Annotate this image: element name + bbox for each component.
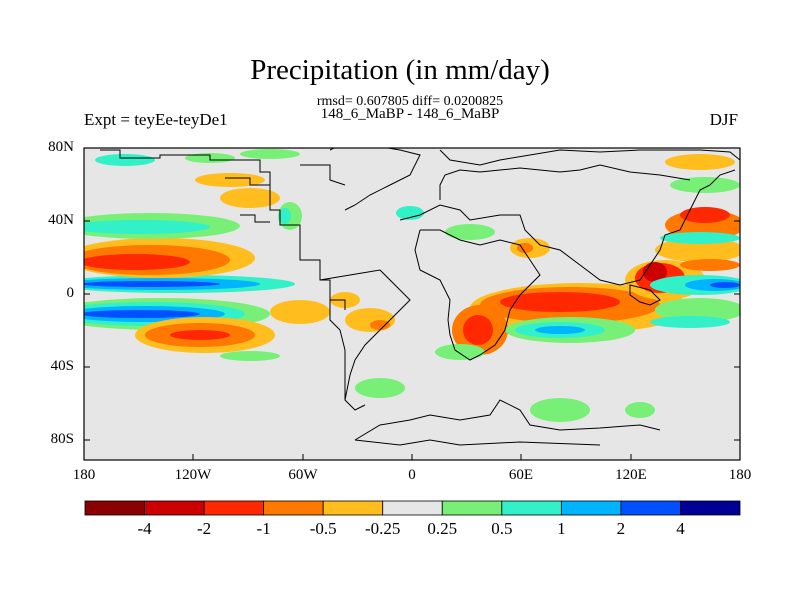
- x-tick-label: 120E: [615, 467, 647, 483]
- colorbar-tick-label: 2: [616, 519, 626, 538]
- precipitation-field: [84, 149, 740, 422]
- plot-title: Precipitation (in mm/day): [250, 54, 550, 86]
- colorbar-swatch: [144, 500, 205, 516]
- x-tick-label: 180: [72, 467, 96, 483]
- y-tick-marks: [84, 147, 740, 441]
- plot-subtitle: rmsd= 0.607805 diff= 0.0200825: [316, 94, 504, 109]
- comparison-label: 148_6_MaBP - 148_6_MaBP: [320, 106, 500, 122]
- colorbar-swatch: [203, 500, 265, 516]
- colorbar-swatch: [501, 500, 562, 516]
- coastlines: [100, 148, 740, 446]
- colorbar-tick-label: 0.25: [427, 519, 458, 538]
- colorbar-swatch: [620, 500, 681, 516]
- experiment-label: Expt = teyEe-teyDe1: [84, 110, 228, 129]
- colorbar-tick-label: 4: [676, 519, 685, 538]
- x-tick-label: 0: [408, 467, 416, 483]
- colorbar-tick-label: -1: [256, 519, 271, 538]
- colorbar-swatch: [680, 500, 741, 516]
- colorbar-tick-label: -4: [137, 519, 152, 538]
- colorbar-tick-label: 0.5: [491, 519, 513, 538]
- x-tick-marks: [83, 454, 741, 460]
- y-tick-label: 80N: [48, 139, 74, 155]
- x-tick-label: 120W: [174, 467, 212, 483]
- colorbar-swatch: [382, 500, 443, 516]
- colorbar-swatch: [441, 500, 503, 516]
- x-tick-label: 180: [728, 467, 752, 483]
- colorbar-swatch: [322, 500, 384, 516]
- colorbar: [84, 500, 741, 516]
- colorbar-swatch: [84, 500, 145, 516]
- colorbar-swatch: [560, 500, 622, 516]
- x-tick-label: 60E: [508, 467, 534, 483]
- y-tick-label: 40S: [50, 358, 74, 374]
- colorbar-tick-label: -2: [196, 519, 212, 538]
- season-label: DJF: [709, 110, 738, 129]
- colorbar-swatch: [263, 500, 324, 516]
- colorbar-tick-label: 1: [557, 519, 566, 538]
- colorbar-tick-label: -0.5: [309, 519, 337, 538]
- x-tick-label: 60W: [288, 467, 318, 483]
- y-tick-label: 80S: [50, 431, 74, 447]
- colorbar-tick-label: -0.25: [365, 519, 401, 538]
- y-tick-label: 40N: [48, 212, 74, 228]
- y-tick-label: 0: [66, 285, 75, 301]
